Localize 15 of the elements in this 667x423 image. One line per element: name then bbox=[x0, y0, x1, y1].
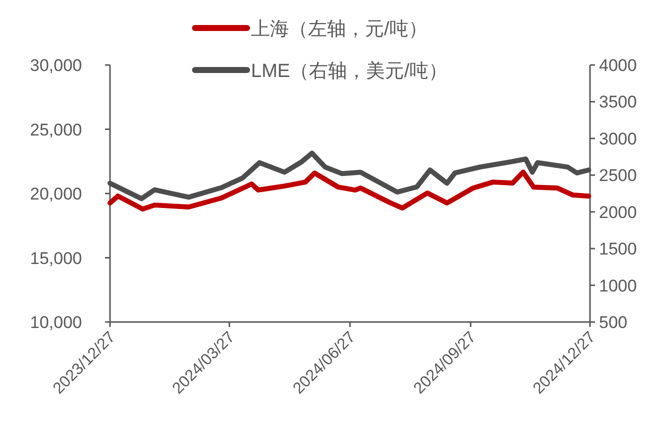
y2-tick-label: 500 bbox=[599, 313, 628, 332]
y2-tick-label: 1000 bbox=[599, 276, 637, 296]
legend-label: LME（右轴，美元/吨） bbox=[251, 60, 448, 82]
y2-tick-label: 2000 bbox=[599, 202, 637, 222]
y2-tick-label: 3000 bbox=[599, 129, 637, 148]
y-tick-label: 30,000 bbox=[30, 56, 82, 75]
y-tick-label: 15,000 bbox=[30, 248, 82, 268]
y-tick-label: 20,000 bbox=[30, 184, 82, 204]
y-tick-label: 10,000 bbox=[30, 313, 82, 332]
y2-tick-label: 2500 bbox=[599, 166, 637, 186]
y2-tick-label: 3500 bbox=[599, 92, 637, 112]
y2-tick-label: 1500 bbox=[599, 240, 637, 259]
legend-label: 上海（左轴，元/吨） bbox=[251, 19, 428, 40]
y2-tick-label: 4000 bbox=[599, 56, 637, 75]
y-tick-label: 25,000 bbox=[30, 120, 82, 140]
